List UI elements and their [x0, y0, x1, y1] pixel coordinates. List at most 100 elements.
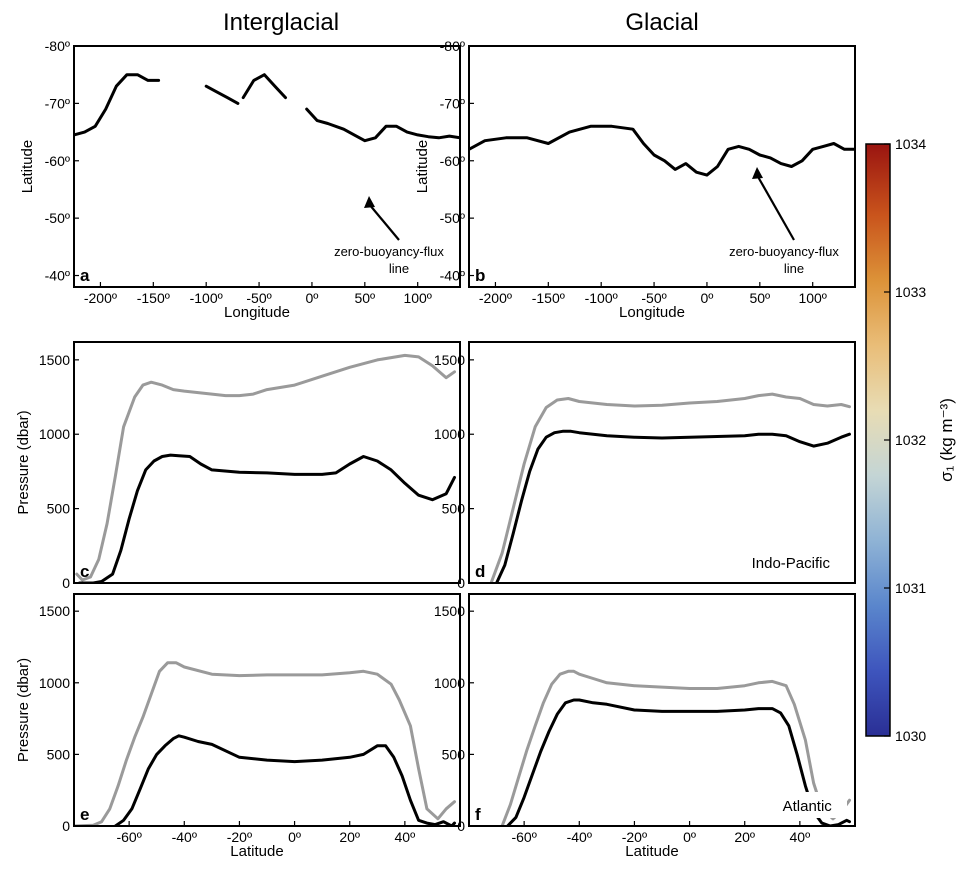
- panel-b: b -40º -50º -60º -70º -80º -200º -150º -100º -50º…: [414, 38, 856, 321]
- colorbar: 1034 1033 1032 1031 1030 σ₁ (kg m⁻³): [865, 136, 956, 744]
- xtick-label-b: -50º: [641, 290, 666, 306]
- zero-buoyancy-flux-line-a-0: [74, 73, 161, 137]
- xaxis-label-e: Latitude: [230, 843, 283, 860]
- black-isopycnal-line-e: [113, 734, 456, 826]
- xtick-label-e: 40º: [395, 829, 416, 845]
- xtick-label-e: 20º: [339, 829, 360, 845]
- ytick-label-c: 1000: [39, 426, 70, 442]
- ytick-label-a: -60º: [45, 153, 70, 169]
- xtick-label-e: -40º: [172, 829, 197, 845]
- ytick-label-f: 1000: [434, 675, 465, 691]
- black-isopycnal-line-c: [78, 453, 456, 583]
- ytick-label-f: 0: [457, 818, 465, 834]
- xaxis-label-a: Longitude: [224, 304, 290, 321]
- black-isopycnal-line-d: [495, 429, 851, 583]
- xtick-label-b: -200º: [479, 290, 512, 306]
- panel-e-frame: [73, 593, 461, 827]
- xtick-label-a: 0º: [305, 290, 318, 306]
- colorbar-tick-label: 1033: [895, 284, 926, 300]
- ytick-label-f: 1500: [434, 603, 465, 619]
- panel-d-frame: [468, 341, 856, 584]
- grey-isopycnal-line-e: [74, 661, 456, 826]
- panel-c: c0 500 1000 1500 Pressure (dbar): [15, 341, 461, 591]
- basin-label-box-f: [767, 792, 847, 818]
- ytick-label-a: -40º: [45, 268, 70, 284]
- ytick-label-a: -50º: [45, 210, 70, 226]
- xtick-label-a: 50º: [354, 290, 375, 306]
- xtick-label-b: 0º: [700, 290, 713, 306]
- ytick-label-b: -40º: [440, 268, 465, 284]
- yaxis-label-e: Pressure (dbar): [15, 658, 32, 762]
- xaxis-label-b: Longitude: [619, 304, 685, 321]
- panel-letter-b: b: [475, 266, 485, 285]
- panels: a -40º -50º -60º -70º -80º -200º -150º -100º -50º…: [15, 38, 856, 860]
- colorbar-tick-label: 1031: [895, 580, 926, 596]
- zero-buoyancy-flux-line-a-3: [305, 107, 460, 143]
- ytick-label-e: 0: [62, 818, 70, 834]
- panel-e: e0 500 1000 1500 -60º -40º -20º 0º 20º 40º Latitud…: [15, 593, 461, 860]
- annotation-line1-a: zero-buoyancy-flux: [334, 244, 444, 259]
- xtick-label-b: 50º: [749, 290, 770, 306]
- yaxis-label-c: Pressure (dbar): [15, 410, 32, 514]
- yaxis-label-b: Latitude: [414, 140, 431, 193]
- xtick-label-a: -100º: [190, 290, 223, 306]
- zero-buoyancy-flux-line-a-2: [241, 73, 287, 100]
- ytick-label-b: -50º: [440, 210, 465, 226]
- grey-isopycnal-line-f: [500, 669, 851, 826]
- xtick-label-a: -150º: [137, 290, 170, 306]
- colorbar-label: σ₁ (kg m⁻³): [937, 398, 956, 482]
- panel-f: f0 500 1000 1500 -60º -40º -20º 0º 20º 40º Latitud…: [434, 593, 856, 860]
- ytick-label-e: 1000: [39, 675, 70, 691]
- xtick-label-e: 0º: [288, 829, 301, 845]
- panel-letter-a: a: [80, 266, 90, 285]
- xtick-label-a: 100º: [403, 290, 431, 306]
- panel-letter-e: e: [80, 805, 89, 824]
- colorbar-tick-label: 1034: [895, 136, 926, 152]
- ytick-label-c: 1500: [39, 352, 70, 368]
- panel-d-field: [489, 392, 851, 583]
- annotation-arrowhead-b: [752, 167, 763, 179]
- xtick-label-f: 40º: [790, 829, 811, 845]
- ytick-label-c: 500: [47, 501, 71, 517]
- ytick-label-d: 1000: [434, 426, 465, 442]
- colorbar-tick-label: 1032: [895, 432, 926, 448]
- panel-letter-c: c: [80, 562, 89, 581]
- annotation-arrow-a: [368, 203, 400, 241]
- panel-c-frame: [73, 341, 461, 584]
- ytick-label-c: 0: [62, 575, 70, 591]
- annotation-line1-b: zero-buoyancy-flux: [729, 244, 839, 259]
- ytick-label-b: -70º: [440, 95, 465, 111]
- basin-label-box-d: [734, 549, 847, 575]
- panel-a: a -40º -50º -60º -70º -80º -200º -150º -100º -50º…: [19, 38, 461, 321]
- panel-a-field: [74, 46, 460, 287]
- xtick-label-f: 20º: [734, 829, 755, 845]
- ytick-label-d: 0: [457, 575, 465, 591]
- ytick-label-f: 500: [442, 746, 466, 762]
- ytick-label-a: -70º: [45, 95, 70, 111]
- grey-isopycnal-line-d: [489, 392, 851, 583]
- xtick-label-f: -20º: [622, 829, 647, 845]
- ytick-label-e: 500: [47, 746, 71, 762]
- panel-b-frame: [468, 45, 856, 288]
- ytick-label-b: -60º: [440, 153, 465, 169]
- ytick-label-a: -80º: [45, 38, 70, 54]
- column-title-interglacial: Interglacial: [223, 9, 339, 36]
- xtick-label-a: -50º: [246, 290, 271, 306]
- xtick-label-a: -200º: [84, 290, 117, 306]
- colorbar-ticks: 1034 1033 1032 1031 1030: [884, 136, 926, 744]
- xtick-label-f: 0º: [683, 829, 696, 845]
- basin-label-f: Atlantic: [783, 798, 833, 815]
- panel-letter-d: d: [475, 562, 485, 581]
- panel-a-frame: [73, 45, 461, 288]
- annotation-line2-a: line: [389, 261, 409, 276]
- column-title-glacial: Glacial: [625, 9, 698, 36]
- colorbar-tick-label: 1030: [895, 728, 926, 744]
- panel-b-field: [469, 46, 855, 287]
- yaxis-label-a: Latitude: [19, 140, 36, 193]
- xaxis-label-f: Latitude: [625, 843, 678, 860]
- xtick-label-b: 100º: [798, 290, 826, 306]
- zero-buoyancy-flux-line-a-1: [204, 84, 240, 105]
- annotation-arrow-b: [756, 174, 795, 241]
- annotation-line2-b: line: [784, 261, 804, 276]
- xtick-label-f: -40º: [567, 829, 592, 845]
